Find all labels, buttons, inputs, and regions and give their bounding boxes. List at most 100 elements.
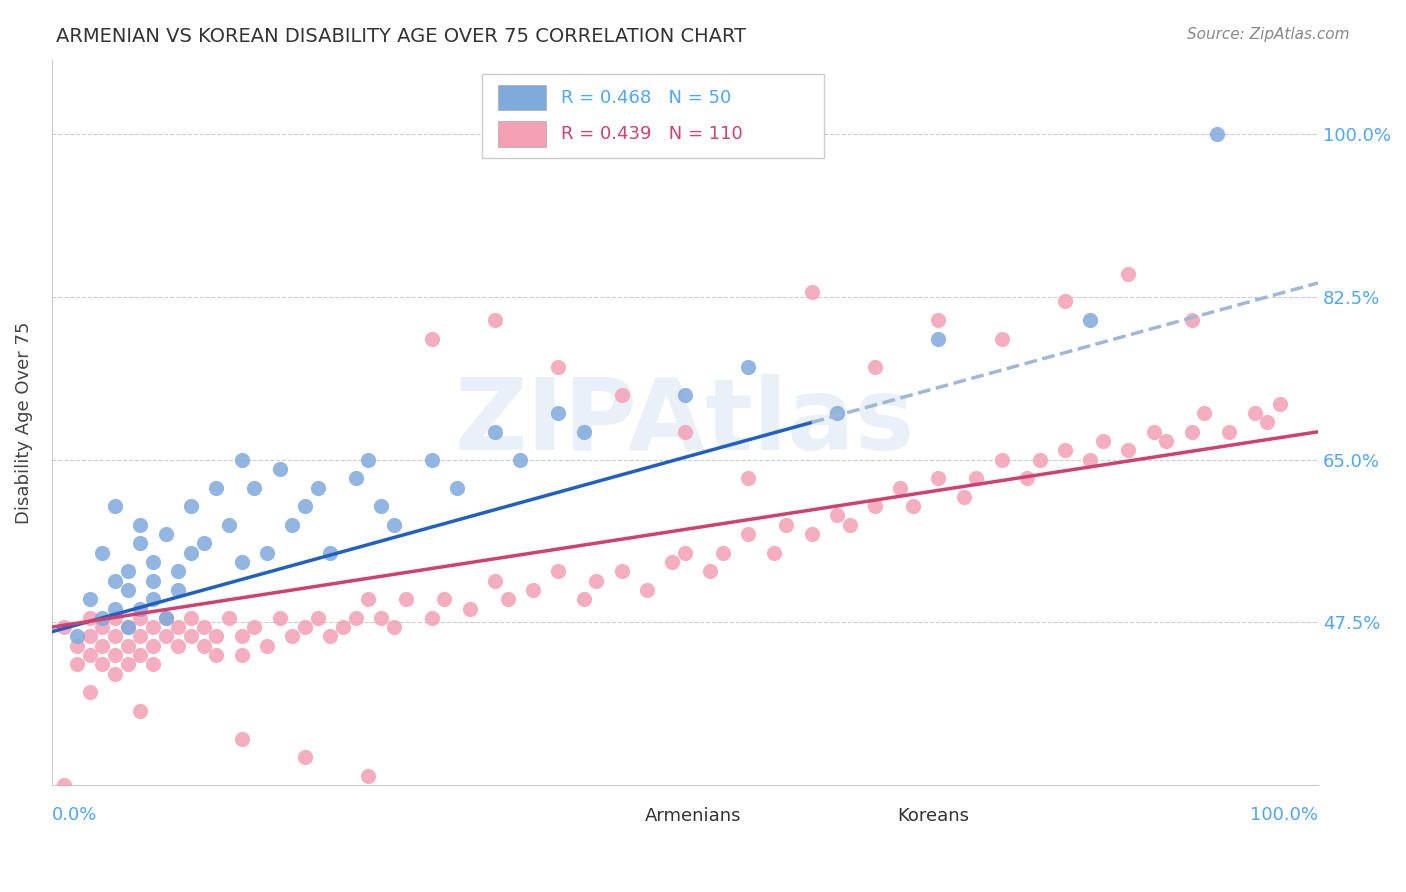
Point	[53, 778, 76, 792]
Point	[294, 750, 316, 764]
Point	[800, 285, 823, 300]
Point	[825, 508, 848, 523]
Point	[370, 611, 392, 625]
Point	[294, 499, 316, 513]
Point	[889, 481, 911, 495]
Point	[91, 611, 114, 625]
Point	[458, 601, 481, 615]
Point	[231, 629, 253, 643]
Point	[1142, 425, 1164, 439]
Point	[218, 517, 240, 532]
Point	[142, 639, 165, 653]
Point	[142, 620, 165, 634]
Point	[661, 555, 683, 569]
Point	[269, 611, 291, 625]
Point	[1243, 406, 1265, 420]
Point	[91, 639, 114, 653]
Point	[1192, 406, 1215, 420]
Point	[117, 639, 139, 653]
Point	[344, 471, 367, 485]
Point	[79, 592, 101, 607]
Point	[167, 620, 190, 634]
Point	[610, 564, 633, 578]
Point	[117, 582, 139, 597]
Point	[610, 387, 633, 401]
Point	[231, 731, 253, 746]
Point	[91, 620, 114, 634]
Point	[180, 611, 202, 625]
Point	[167, 639, 190, 653]
Point	[1180, 425, 1202, 439]
Point	[370, 499, 392, 513]
Point	[952, 490, 974, 504]
Point	[509, 452, 531, 467]
Point	[1218, 425, 1240, 439]
Bar	[498, 121, 546, 146]
Point	[104, 629, 127, 643]
Point	[1078, 452, 1101, 467]
Point	[863, 359, 886, 374]
Point	[420, 332, 443, 346]
Point	[117, 657, 139, 672]
Point	[990, 332, 1012, 346]
Point	[231, 452, 253, 467]
Point	[357, 592, 380, 607]
Point	[117, 620, 139, 634]
Point	[585, 574, 607, 588]
FancyBboxPatch shape	[482, 74, 824, 158]
Point	[484, 313, 506, 327]
Y-axis label: Disability Age Over 75: Disability Age Over 75	[15, 321, 32, 524]
Point	[825, 406, 848, 420]
Point	[1154, 434, 1177, 448]
Bar	[837, 807, 884, 825]
Point	[193, 536, 215, 550]
Point	[319, 546, 342, 560]
Point	[281, 517, 304, 532]
Point	[155, 611, 177, 625]
Point	[294, 620, 316, 634]
Point	[1116, 267, 1139, 281]
Point	[395, 592, 418, 607]
Point	[129, 517, 152, 532]
Point	[155, 629, 177, 643]
Point	[927, 313, 949, 327]
Point	[927, 332, 949, 346]
Bar	[583, 807, 631, 825]
Point	[344, 611, 367, 625]
Point	[104, 648, 127, 662]
Point	[484, 425, 506, 439]
Point	[129, 629, 152, 643]
Point	[167, 582, 190, 597]
Point	[142, 574, 165, 588]
Point	[218, 611, 240, 625]
Point	[129, 536, 152, 550]
Point	[104, 499, 127, 513]
Point	[990, 452, 1012, 467]
Point	[1116, 443, 1139, 458]
Text: R = 0.468   N = 50: R = 0.468 N = 50	[561, 89, 731, 107]
Point	[1053, 443, 1076, 458]
Point	[382, 620, 405, 634]
Point	[484, 574, 506, 588]
Point	[711, 546, 734, 560]
Point	[104, 574, 127, 588]
Point	[357, 769, 380, 783]
Point	[180, 499, 202, 513]
Point	[142, 592, 165, 607]
Point	[762, 546, 785, 560]
Point	[420, 611, 443, 625]
Point	[155, 611, 177, 625]
Point	[737, 527, 759, 541]
Point	[231, 555, 253, 569]
Point	[117, 620, 139, 634]
Point	[142, 555, 165, 569]
Point	[737, 471, 759, 485]
Point	[319, 629, 342, 643]
Point	[243, 481, 266, 495]
Point	[79, 648, 101, 662]
Point	[104, 611, 127, 625]
Point	[1180, 313, 1202, 327]
Point	[66, 657, 89, 672]
Point	[673, 387, 696, 401]
Point	[243, 620, 266, 634]
